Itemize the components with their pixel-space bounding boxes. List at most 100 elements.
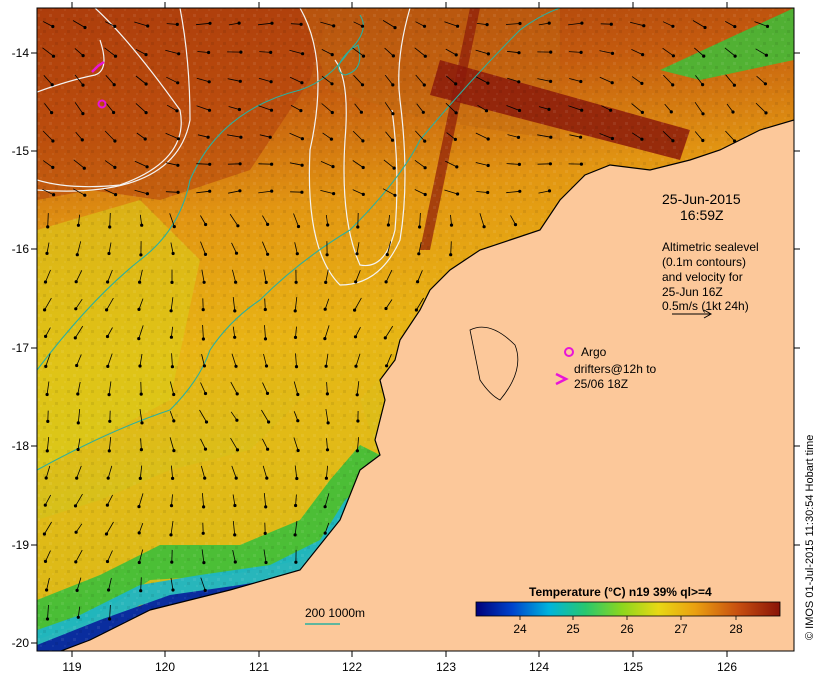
colorbar-gradient xyxy=(476,602,780,616)
velocity-arrow-head xyxy=(264,561,267,564)
velocity-arrow-head xyxy=(202,532,205,535)
velocity-arrow-head xyxy=(235,252,238,255)
argo-legend-label: Argo xyxy=(581,345,607,359)
velocity-arrow-head xyxy=(325,365,328,368)
velocity-arrow-head xyxy=(45,588,48,591)
velocity-arrow-head xyxy=(236,392,239,395)
velocity-arrow-head xyxy=(327,421,330,424)
velocity-arrow-head xyxy=(703,26,706,29)
velocity-arrow-head xyxy=(43,532,46,535)
velocity-arrow-head xyxy=(326,223,329,226)
velocity-arrow-head xyxy=(113,25,116,28)
colorbar-tick-label: 28 xyxy=(729,622,743,636)
velocity-arrow-head xyxy=(642,24,645,27)
velocity-arrow-head xyxy=(580,22,583,25)
velocity-arrow-head xyxy=(455,53,458,56)
velocity-arrow-head xyxy=(353,309,356,312)
velocity-arrow-head xyxy=(416,280,419,283)
velocity-arrow-head xyxy=(50,111,53,114)
velocity-arrow-head xyxy=(137,505,140,508)
velocity-arrow-head xyxy=(548,22,551,25)
velocity-arrow-head xyxy=(207,136,210,139)
velocity-arrow-head xyxy=(701,83,704,86)
colorbar-tick-label: 24 xyxy=(513,622,527,636)
velocity-arrow-head xyxy=(269,51,272,54)
lat-tick-label: -14 xyxy=(12,46,30,60)
velocity-arrow-head xyxy=(579,136,582,139)
drifter-legend-line-2: 25/06 18Z xyxy=(574,377,628,391)
sealevel-note-line-1: Altimetric sealevel xyxy=(662,240,759,254)
velocity-arrow-head xyxy=(234,560,237,563)
velocity-arrow-head xyxy=(672,54,675,57)
velocity-arrow-head xyxy=(204,589,207,592)
velocity-arrow-head xyxy=(356,419,359,422)
velocity-arrow-head xyxy=(208,190,211,193)
velocity-arrow-head xyxy=(77,448,80,451)
velocity-arrow-head xyxy=(269,136,272,139)
velocity-arrow-head xyxy=(204,223,207,226)
velocity-arrow-head xyxy=(580,163,583,166)
velocity-arrow-head xyxy=(45,252,48,255)
velocity-arrow-head xyxy=(580,109,583,112)
velocity-arrow-head xyxy=(384,336,387,339)
velocity-arrow-head xyxy=(391,139,394,142)
velocity-arrow-head xyxy=(108,420,111,423)
sealevel-note-line-3: and velocity for xyxy=(662,270,743,284)
velocity-arrow-head xyxy=(424,166,427,169)
velocity-arrow-head xyxy=(300,191,303,194)
velocity-arrow-head xyxy=(239,162,242,165)
velocity-arrow-head xyxy=(238,22,241,25)
velocity-arrow-head xyxy=(82,54,85,57)
lat-tick-label: -20 xyxy=(12,636,30,650)
lat-tick-label: -19 xyxy=(12,538,30,552)
velocity-arrow-head xyxy=(169,533,172,536)
velocity-arrow-head xyxy=(235,419,238,422)
velocity-arrow-head xyxy=(238,189,241,192)
velocity-arrow-head xyxy=(202,337,205,340)
velocity-arrow-head xyxy=(46,449,49,452)
velocity-arrow-head xyxy=(299,109,302,112)
velocity-arrow-head xyxy=(204,448,207,451)
velocity-arrow-head xyxy=(208,109,211,112)
velocity-arrow-head xyxy=(204,392,207,395)
velocity-arrow-head xyxy=(423,140,426,143)
velocity-arrow-head xyxy=(324,281,327,284)
velocity-arrow-head xyxy=(105,308,108,311)
velocity-arrow-head xyxy=(549,162,552,165)
latitude-labels: -14 -15 -16 -17 -18 -19 -20 xyxy=(12,46,30,650)
velocity-arrow-head xyxy=(387,223,390,226)
velocity-arrow-head xyxy=(75,531,78,534)
velocity-arrow-head xyxy=(418,225,421,228)
velocity-arrow-head xyxy=(326,448,329,451)
velocity-arrow-head xyxy=(331,111,334,114)
velocity-arrow-head xyxy=(362,166,365,169)
velocity-arrow-head xyxy=(108,449,111,452)
velocity-arrow-head xyxy=(641,111,644,114)
lon-tick-label: 119 xyxy=(62,660,81,674)
velocity-arrow-head xyxy=(172,449,175,452)
velocity-arrow-head xyxy=(295,365,298,368)
velocity-arrow-head xyxy=(270,80,273,83)
velocity-arrow-head xyxy=(106,560,109,563)
velocity-arrow-head xyxy=(176,23,179,26)
velocity-arrow-head xyxy=(113,139,116,142)
velocity-arrow-head xyxy=(356,225,359,228)
velocity-arrow-head xyxy=(51,166,54,169)
velocity-arrow-head xyxy=(456,25,459,28)
velocity-arrow-head xyxy=(137,308,140,311)
velocity-arrow-head xyxy=(74,336,77,339)
velocity-arrow-head xyxy=(208,163,211,166)
lon-tick-label: 121 xyxy=(249,660,269,674)
velocity-arrow-head xyxy=(702,55,705,58)
lat-tick-label: -18 xyxy=(12,439,30,453)
velocity-arrow-head xyxy=(356,393,359,396)
velocity-arrow-head xyxy=(518,22,521,25)
velocity-arrow-head xyxy=(51,83,54,86)
velocity-arrow-head xyxy=(173,225,176,228)
velocity-arrow-head xyxy=(76,589,79,592)
velocity-arrow-head xyxy=(83,26,86,29)
velocity-arrow-head xyxy=(324,532,327,535)
lon-tick-label: 126 xyxy=(717,660,737,674)
velocity-arrow-head xyxy=(362,55,365,58)
